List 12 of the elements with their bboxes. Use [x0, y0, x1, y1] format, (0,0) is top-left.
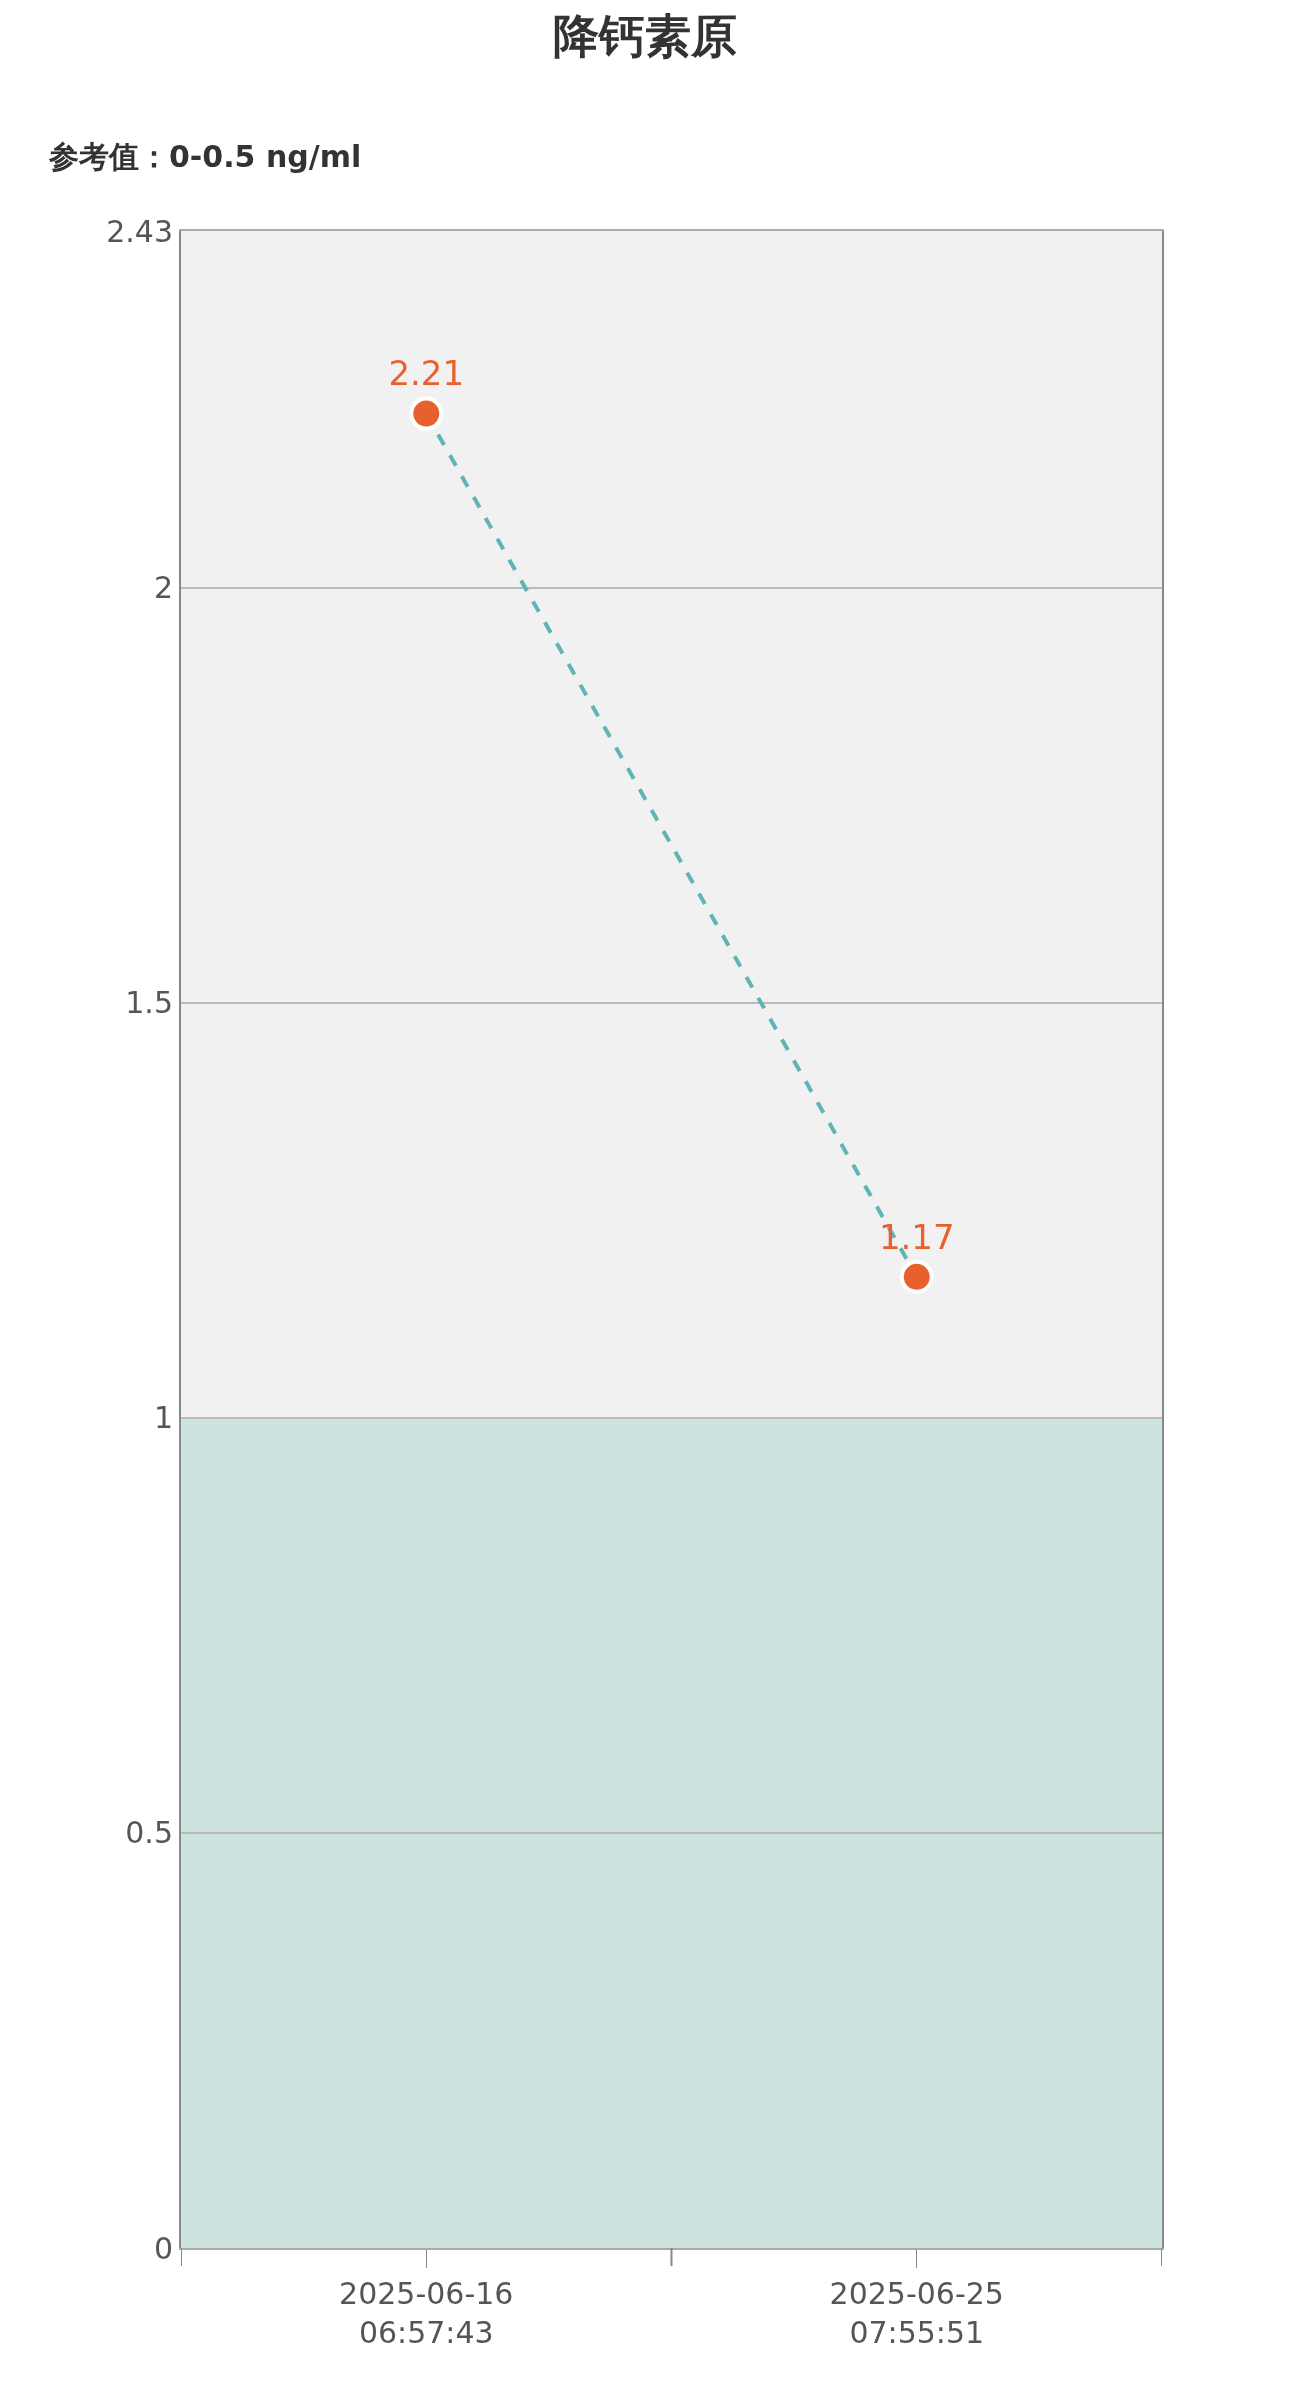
x-tick-label: 2025-06-16 06:57:43: [339, 2276, 514, 2350]
y-tick-label: 0.5: [125, 1815, 173, 1851]
y-tick-label: 2: [153, 570, 173, 606]
x-tick-label: 2025-06-25 07:55:51: [829, 2276, 1004, 2350]
y-tick-label: 2.43: [106, 213, 173, 249]
y-tick-label: 1: [153, 1400, 173, 1436]
data-label: 1.17: [878, 1216, 955, 1257]
y-tick-label: 0: [153, 2230, 173, 2266]
chart-title: 降钙素原: [553, 9, 737, 64]
data-label: 2.21: [388, 353, 465, 394]
y-tick-label: 1.5: [125, 985, 173, 1021]
chart-subtitle: 参考值：0-0.5 ng/ml: [48, 139, 362, 174]
